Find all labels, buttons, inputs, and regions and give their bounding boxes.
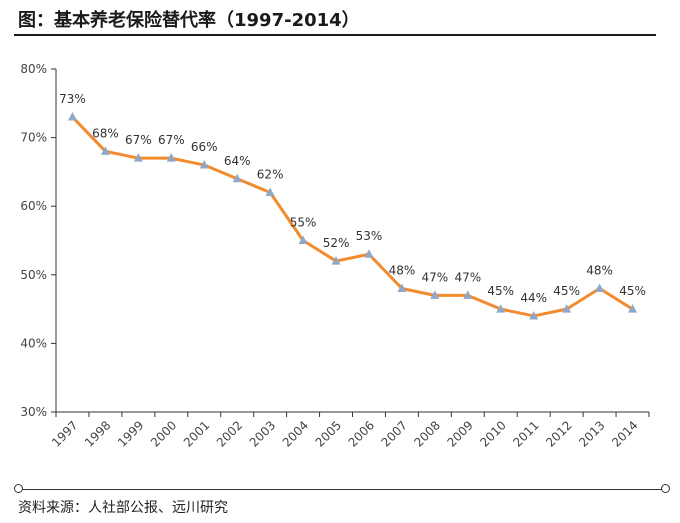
- line-chart: 30%40%50%60%70%80% 1997 1998 1999 2000 2001 2…: [20, 62, 650, 450]
- data-point: [463, 290, 473, 299]
- x-tick-label: 2013: [576, 418, 607, 449]
- data-point: [562, 304, 572, 313]
- source-note: 资料来源：人社部公报、远川研究: [18, 500, 228, 516]
- data-label: 48%: [586, 264, 613, 278]
- data-point: [595, 283, 605, 293]
- x-tick-label: 2001: [181, 418, 212, 449]
- data-point: [397, 283, 407, 293]
- y-tick-label: 40%: [20, 336, 47, 350]
- chart-series: [67, 112, 638, 320]
- data-label: 53%: [356, 229, 383, 243]
- data-point: [199, 160, 209, 169]
- data-label: 68%: [92, 126, 119, 140]
- x-tick-label: 2011: [510, 418, 541, 449]
- x-tick-label: 2006: [346, 418, 377, 449]
- data-label: 45%: [553, 284, 580, 298]
- x-tick-label: 2007: [379, 418, 410, 449]
- data-label: 55%: [290, 216, 317, 230]
- data-label: 45%: [619, 284, 646, 298]
- data-label: 73%: [59, 92, 86, 106]
- data-point: [364, 249, 374, 258]
- data-point: [100, 146, 110, 155]
- data-label: 66%: [191, 140, 218, 154]
- y-tick-label: 60%: [20, 199, 47, 213]
- data-label: 47%: [422, 270, 449, 284]
- y-tick-label: 50%: [20, 268, 47, 282]
- x-tick-label: 1997: [49, 418, 80, 449]
- data-point: [133, 153, 143, 162]
- title-divider: [14, 34, 656, 36]
- data-point: [529, 310, 539, 320]
- chart-axes: [55, 69, 649, 413]
- footer-divider-left-dot: [14, 484, 23, 493]
- x-tick-label: 2005: [313, 418, 344, 449]
- data-label: 48%: [389, 264, 416, 278]
- data-label: 67%: [125, 133, 152, 147]
- x-tick-label: 2003: [247, 418, 278, 449]
- x-tick-label: 2008: [411, 418, 442, 449]
- data-point: [298, 235, 308, 244]
- x-tick-label: 1999: [115, 418, 146, 449]
- data-label: 45%: [487, 284, 514, 298]
- data-label: 44%: [520, 291, 547, 305]
- x-tick-label: 2014: [609, 418, 640, 449]
- data-label: 47%: [454, 270, 481, 284]
- data-label: 67%: [158, 133, 185, 147]
- x-tick-label: 2009: [444, 418, 475, 449]
- data-point: [265, 187, 275, 196]
- figure-title: 图：基本养老保险替代率（1997-2014）: [18, 10, 360, 31]
- y-tick-label: 70%: [20, 131, 47, 145]
- data-labels: 73% 68% 67% 67% 66% 64% 62% 55% 52% 53% 48% 47% 47% 4…: [59, 92, 646, 305]
- y-tick-label: 80%: [20, 62, 47, 76]
- y-tick-label: 30%: [20, 405, 47, 419]
- x-tick-label: 2004: [280, 418, 311, 449]
- x-tick-label: 1998: [82, 418, 113, 449]
- series-line: [71, 115, 634, 318]
- data-point: [67, 112, 77, 121]
- data-label: 52%: [323, 236, 350, 250]
- data-point: [232, 173, 242, 183]
- footer-divider-right-dot: [661, 484, 670, 493]
- x-tick-label: 2012: [543, 418, 574, 449]
- data-label: 64%: [224, 154, 251, 168]
- data-label: 62%: [257, 167, 284, 181]
- x-axis-ticks: 1997 1998 1999 2000 2001 2002 2003 2004 2005 2006…: [49, 412, 650, 450]
- y-axis-ticks: 30% 40% 50% 60% 70% 80%: [20, 62, 56, 419]
- data-point: [430, 290, 440, 299]
- x-tick-label: 2010: [477, 418, 508, 449]
- data-point: [628, 304, 638, 313]
- x-tick-label: 2002: [214, 418, 245, 449]
- data-point: [331, 256, 341, 265]
- footer-divider: [18, 489, 666, 490]
- x-tick-label: 2000: [148, 418, 179, 449]
- data-point: [496, 304, 506, 313]
- data-point: [166, 153, 176, 162]
